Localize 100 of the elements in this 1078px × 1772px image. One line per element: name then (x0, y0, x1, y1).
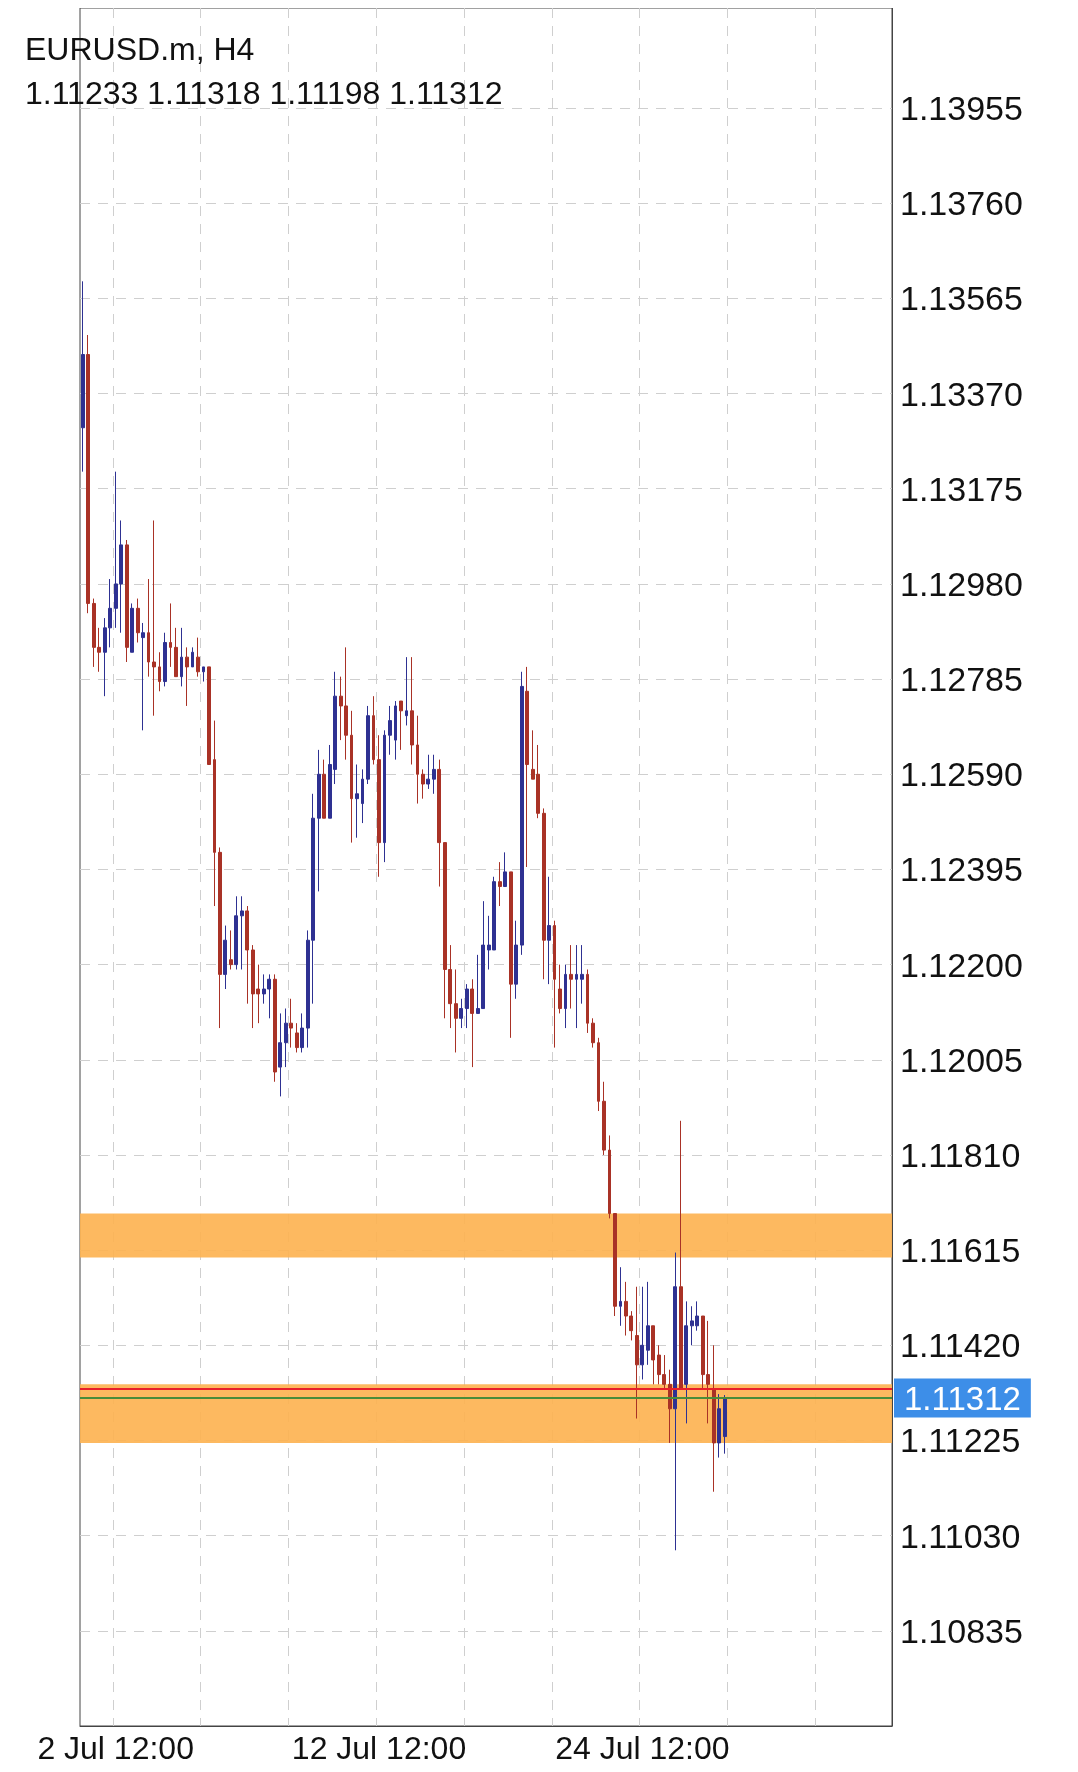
candlestick (575, 944, 578, 1029)
candlestick (152, 519, 156, 717)
candlestick (136, 598, 140, 643)
y-tick-label: 1.13175 (900, 469, 1023, 508)
candlestick (410, 656, 414, 766)
candlestick (284, 1008, 288, 1068)
candlestick (191, 646, 194, 668)
candlestick (580, 944, 584, 1005)
candlestick (416, 715, 419, 805)
candlestick (223, 925, 227, 990)
candlestick (366, 705, 370, 785)
candlestick (459, 998, 463, 1029)
candlestick (717, 1393, 721, 1459)
candlestick (207, 666, 211, 766)
y-tick-label: 1.13760 (900, 184, 1023, 223)
y-tick-label: 1.11810 (900, 1135, 1021, 1174)
y-tick-label: 1.13370 (900, 374, 1023, 413)
text: EURUSD.m, H4 (25, 31, 255, 67)
candlestick (202, 666, 205, 683)
candlestick (564, 964, 567, 1029)
candlestick (673, 1252, 677, 1551)
candlestick (553, 920, 556, 1049)
candlestick (712, 1344, 716, 1493)
candlestick (295, 1022, 299, 1053)
y-tick-label: 1.12785 (900, 660, 1023, 699)
candlestick (525, 666, 529, 868)
candlestick (196, 637, 200, 678)
candlestick (426, 754, 430, 790)
candlestick (597, 1037, 600, 1112)
x-tick-label: 12 Jul 12:00 (291, 1730, 467, 1766)
candlestick (81, 280, 85, 473)
candlestick (520, 671, 524, 956)
candlestick (180, 627, 183, 687)
candlestick (679, 1120, 683, 1390)
candlestick (646, 1281, 650, 1366)
candlestick (240, 895, 244, 970)
candlestick (229, 929, 233, 970)
candlestick (245, 905, 249, 1005)
candlestick (651, 1325, 655, 1385)
candlestick (514, 920, 518, 1000)
y-tick-label: 1.12200 (900, 945, 1023, 984)
candlestick (372, 695, 375, 766)
candlestick (503, 851, 507, 888)
y-tick-label: 1.13565 (900, 279, 1023, 318)
candlestick (278, 1012, 282, 1097)
candlestick (377, 734, 381, 878)
candlestick (361, 768, 364, 824)
candlestick (300, 1012, 304, 1053)
candlestick (608, 1134, 611, 1219)
y-tick-label: 1.12005 (900, 1040, 1023, 1079)
candlestick (613, 1213, 617, 1317)
candlestick (185, 646, 189, 707)
candlestick (498, 861, 502, 907)
y-tick-label: 1.12590 (900, 755, 1023, 794)
candlestick (169, 602, 172, 668)
candlestick (383, 729, 386, 863)
candlestick (465, 983, 469, 1029)
candlestick (542, 807, 546, 980)
candlestick (591, 1017, 595, 1049)
y-tick-label: 1.11225 (900, 1421, 1021, 1460)
candlestick (234, 895, 238, 970)
y-tick-label: 1.13955 (900, 89, 1023, 128)
candlestick (602, 1081, 606, 1156)
candlestick (558, 964, 562, 1014)
candlestick (569, 944, 573, 1010)
candlestick (174, 627, 178, 678)
x-tick-label: 24 Jul 12:00 (555, 1730, 730, 1766)
y-tick-label: 1.11420 (900, 1326, 1021, 1365)
candlestick (470, 978, 474, 1068)
ref-line-label: 1.11312 (904, 1379, 1021, 1417)
y-tick-label: 1.12395 (900, 850, 1023, 889)
candlestick (421, 768, 425, 800)
candlestick (684, 1300, 688, 1424)
candlestick (394, 700, 397, 761)
candlestick (141, 622, 145, 731)
candlestick (218, 846, 222, 1029)
y-tick-label: 1.11030 (900, 1516, 1021, 1555)
candlestick (723, 1394, 727, 1455)
candlestick (213, 720, 216, 907)
candlestick (405, 656, 408, 726)
y-tick-label: 1.12980 (900, 564, 1023, 603)
candlestick (668, 1369, 672, 1444)
candlestick (130, 602, 134, 653)
candlestick (619, 1266, 622, 1327)
candlestick (509, 871, 513, 1039)
candlestick (454, 968, 458, 1053)
candlestick (273, 973, 277, 1083)
candlestick (86, 334, 90, 614)
candlestick (437, 759, 441, 888)
candlestick (158, 651, 161, 692)
candlestick (635, 1286, 639, 1420)
candlestick (399, 700, 403, 751)
candlestick (163, 632, 167, 687)
y-tick-label: 1.10835 (900, 1611, 1023, 1650)
text: 1.11233 1.11318 1.11198 1.11312 (25, 75, 503, 111)
candlestick (350, 710, 353, 844)
candlestick (547, 876, 551, 985)
candlestick (388, 705, 392, 756)
candlestick (125, 539, 129, 663)
y-tick-label: 1.11615 (900, 1231, 1021, 1270)
